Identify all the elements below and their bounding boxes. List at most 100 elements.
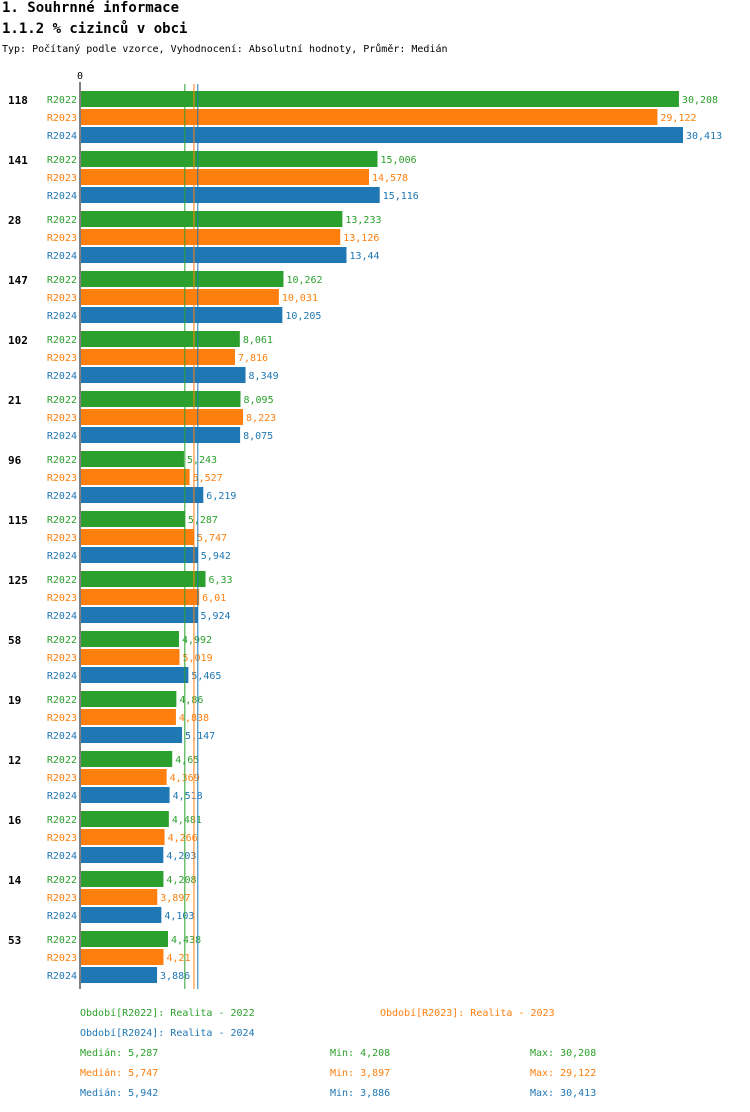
bar	[81, 907, 162, 923]
bar	[81, 409, 244, 425]
bar	[81, 109, 658, 125]
bar	[81, 751, 173, 767]
bar	[81, 967, 158, 983]
data-label: 6,01	[202, 593, 226, 604]
data-label: 10,031	[282, 293, 318, 304]
data-label: 14,578	[372, 173, 408, 184]
bar	[81, 151, 378, 167]
bar	[81, 727, 183, 743]
bar	[81, 391, 241, 407]
data-label: 4,65	[175, 755, 199, 766]
data-label: 4,86	[179, 695, 203, 706]
series-label: R2023	[47, 773, 77, 784]
series-label: R2022	[47, 515, 77, 526]
series-label: R2023	[47, 173, 77, 184]
category-label: 28	[8, 214, 21, 227]
bar	[81, 247, 347, 263]
bar	[81, 349, 235, 365]
data-label: 5,527	[193, 473, 223, 484]
series-label: R2024	[47, 131, 77, 142]
series-label: R2024	[47, 851, 77, 862]
series-label: R2022	[47, 215, 77, 226]
bar	[81, 709, 176, 725]
data-label: 13,233	[345, 215, 381, 226]
data-label: 10,262	[286, 275, 322, 286]
series-label: R2022	[47, 395, 77, 406]
data-label: 8,061	[243, 335, 273, 346]
bar	[81, 529, 194, 545]
legend-period-r2024: Období[R2024]: Realita - 2024	[80, 1028, 255, 1039]
series-label: R2022	[47, 575, 77, 586]
bar	[81, 889, 158, 905]
bar	[81, 187, 380, 203]
bar	[81, 649, 180, 665]
category-label: 19	[8, 694, 21, 707]
bar	[81, 451, 184, 467]
series-label: R2024	[47, 191, 77, 202]
series-label: R2022	[47, 155, 77, 166]
series-label: R2024	[47, 731, 77, 742]
legend-median-r2022: Medián: 5,287	[80, 1048, 159, 1059]
series-label: R2023	[47, 653, 77, 664]
series-label: R2023	[47, 413, 77, 424]
series-label: R2024	[47, 431, 77, 442]
series-label: R2023	[47, 293, 77, 304]
series-label: R2022	[47, 275, 77, 286]
series-label: R2022	[47, 455, 77, 466]
chart-subtitle: Typ: Počítaný podle vzorce, Vyhodnocení:…	[2, 44, 448, 55]
data-label: 15,006	[381, 155, 417, 166]
series-label: R2022	[47, 635, 77, 646]
series-label: R2022	[47, 95, 77, 106]
data-label: 6,33	[209, 575, 233, 586]
bar	[81, 769, 167, 785]
category-label: 102	[8, 334, 28, 347]
axis-zero-label: 0	[77, 71, 83, 82]
category-label: 125	[8, 574, 28, 587]
bar	[81, 211, 343, 227]
legend-period-r2023: Období[R2023]: Realita - 2023	[380, 1008, 555, 1019]
series-label: R2024	[47, 311, 77, 322]
series-label: R2024	[47, 971, 77, 982]
data-label: 4,481	[172, 815, 202, 826]
bar	[81, 571, 206, 587]
data-label: 8,223	[246, 413, 276, 424]
bar	[81, 127, 683, 143]
category-label: 141	[8, 154, 28, 167]
series-label: R2023	[47, 833, 77, 844]
data-label: 5,924	[200, 611, 230, 622]
series-label: R2024	[47, 791, 77, 802]
series-label: R2022	[47, 695, 77, 706]
bar	[81, 367, 246, 383]
bar	[81, 229, 341, 245]
data-label: 3,886	[160, 971, 190, 982]
category-label: 96	[8, 454, 22, 467]
category-label: 16	[8, 814, 22, 827]
legend-max-r2022: Max: 30,208	[530, 1048, 597, 1059]
data-label: 4,992	[182, 635, 212, 646]
data-label: 15,116	[383, 191, 419, 202]
chart-title: 1.1.2 % cizinců v obci	[2, 21, 188, 37]
bar	[81, 949, 164, 965]
category-label: 21	[8, 394, 22, 407]
legend-max-r2023: Max: 29,122	[530, 1068, 597, 1079]
data-label: 5,287	[188, 515, 218, 526]
series-label: R2023	[47, 233, 77, 244]
category-label: 115	[8, 514, 28, 527]
data-label: 6,219	[206, 491, 236, 502]
data-label: 8,075	[243, 431, 273, 442]
legend-min-r2024: Min: 3,886	[330, 1088, 391, 1099]
series-label: R2023	[47, 593, 77, 604]
series-label: R2022	[47, 755, 77, 766]
data-label: 4,208	[166, 875, 196, 886]
bar	[81, 169, 370, 185]
data-label: 4,438	[171, 935, 201, 946]
data-label: 30,208	[682, 95, 718, 106]
data-label: 4,203	[166, 851, 196, 862]
data-label: 5,147	[185, 731, 215, 742]
series-label: R2024	[47, 371, 77, 382]
legend-median-r2023: Medián: 5,747	[80, 1068, 159, 1079]
bar	[81, 667, 189, 683]
data-label: 13,44	[349, 251, 379, 262]
legend-min-r2022: Min: 4,208	[330, 1048, 391, 1059]
